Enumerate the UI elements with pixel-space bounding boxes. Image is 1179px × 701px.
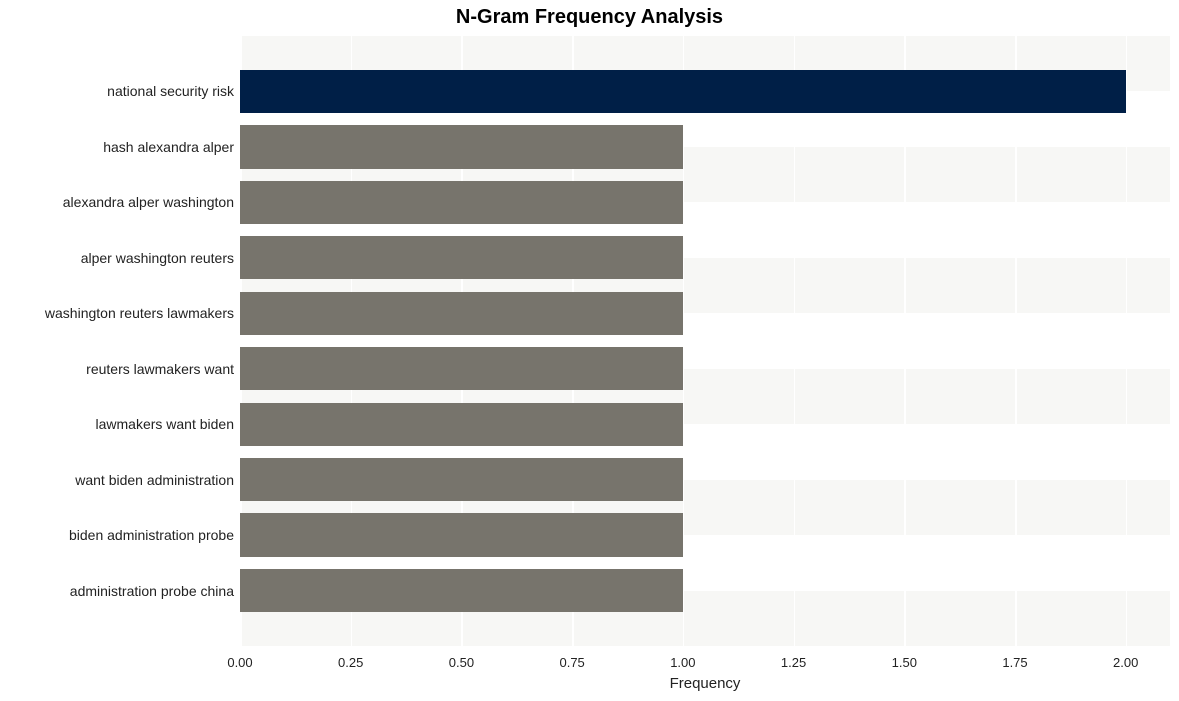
chart-title: N-Gram Frequency Analysis xyxy=(0,6,1179,29)
x-gridline xyxy=(1015,36,1017,646)
x-tick-label: 2.00 xyxy=(1113,655,1138,670)
x-tick-label: 0.75 xyxy=(559,655,584,670)
plot-area xyxy=(240,36,1170,646)
y-axis-label: alper washington reuters xyxy=(81,250,234,266)
y-axis-label: want biden administration xyxy=(75,472,234,488)
bar xyxy=(240,347,683,390)
bar xyxy=(240,70,1126,113)
y-axis-label: lawmakers want biden xyxy=(95,416,234,432)
bar xyxy=(240,125,683,168)
x-tick-label: 0.50 xyxy=(449,655,474,670)
y-axis-label: hash alexandra alper xyxy=(103,139,234,155)
y-axis-label: national security risk xyxy=(107,83,234,99)
x-tick-label: 0.25 xyxy=(338,655,363,670)
x-gridline xyxy=(1126,36,1128,646)
x-gridline xyxy=(794,36,796,646)
ngram-frequency-chart: N-Gram Frequency Analysis Frequency nati… xyxy=(0,0,1179,701)
x-tick-label: 1.50 xyxy=(892,655,917,670)
x-gridline xyxy=(683,36,685,646)
y-axis-label: administration probe china xyxy=(70,583,234,599)
x-tick-label: 1.25 xyxy=(781,655,806,670)
bar xyxy=(240,513,683,556)
bar xyxy=(240,458,683,501)
y-axis-label: alexandra alper washington xyxy=(63,194,234,210)
y-axis-label: washington reuters lawmakers xyxy=(45,305,234,321)
bar xyxy=(240,569,683,612)
x-tick-label: 0.00 xyxy=(227,655,252,670)
x-tick-label: 1.75 xyxy=(1002,655,1027,670)
bar xyxy=(240,236,683,279)
bar xyxy=(240,292,683,335)
bar xyxy=(240,181,683,224)
x-axis-title: Frequency xyxy=(240,675,1170,692)
x-gridline xyxy=(904,36,906,646)
bar xyxy=(240,403,683,446)
x-tick-label: 1.00 xyxy=(670,655,695,670)
y-axis-label: reuters lawmakers want xyxy=(86,361,234,377)
y-axis-label: biden administration probe xyxy=(69,527,234,543)
